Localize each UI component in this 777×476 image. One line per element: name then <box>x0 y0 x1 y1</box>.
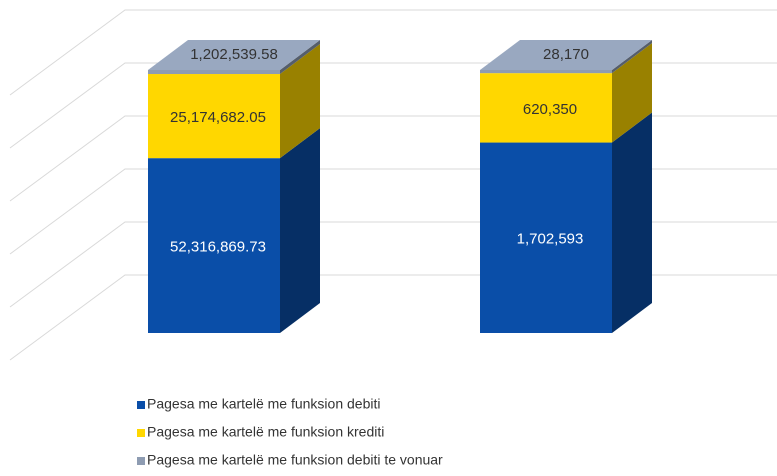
bar-side <box>612 112 652 334</box>
data-label: 52,316,869.73 <box>170 239 266 256</box>
bar-top <box>148 40 320 70</box>
grid-line <box>9 168 777 255</box>
bar-side <box>612 43 652 143</box>
bar-side <box>280 128 320 333</box>
data-label: 1,702,593 <box>517 231 584 248</box>
legend-label: Pagesa me kartelë me funksion debiti <box>147 396 380 412</box>
bar <box>480 142 612 333</box>
grid-line <box>9 115 777 202</box>
grid-line <box>9 221 777 308</box>
grid-line <box>9 9 777 96</box>
bar <box>148 74 280 159</box>
legend-label: Pagesa me kartelë me funksion krediti <box>147 424 384 440</box>
bar <box>480 70 612 74</box>
legend-label: Pagesa me kartelë me funksion debiti te … <box>147 452 443 468</box>
bar-side <box>280 40 320 75</box>
grid-line <box>9 62 777 149</box>
data-label: 1,202,539.58 <box>190 46 278 63</box>
bar <box>148 158 280 333</box>
grid-line <box>9 274 777 361</box>
legend-swatch <box>137 429 145 437</box>
legend-swatch <box>137 401 145 409</box>
bar <box>148 70 280 75</box>
data-label: 28,170 <box>543 46 589 63</box>
legend-swatch <box>137 457 145 465</box>
data-label: 620,350 <box>523 101 577 118</box>
bar-side <box>612 40 652 74</box>
bar-top <box>480 40 652 70</box>
bar <box>480 73 612 143</box>
bar-side <box>280 44 320 159</box>
data-label: 25,174,682.05 <box>170 109 266 126</box>
